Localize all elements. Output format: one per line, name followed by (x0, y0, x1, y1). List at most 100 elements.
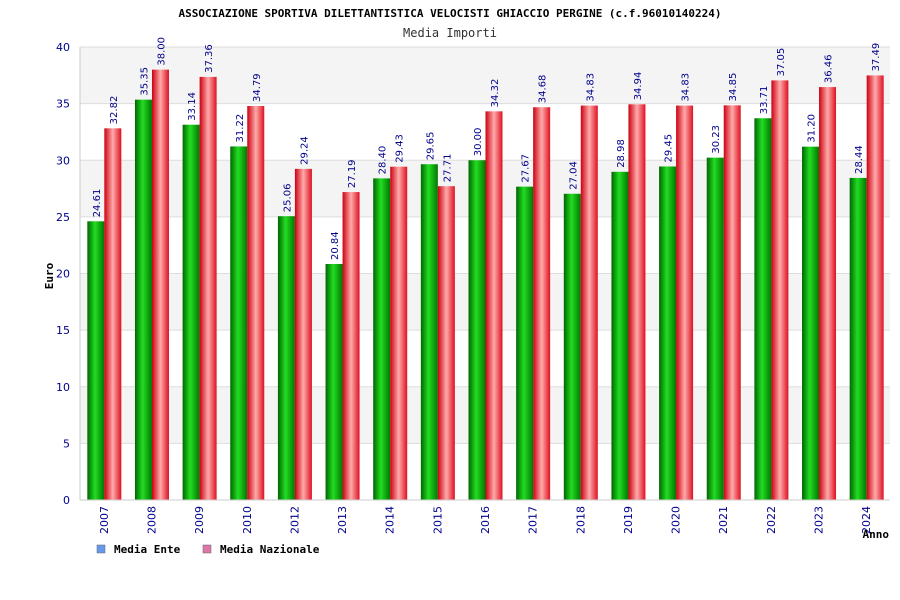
y-tick-label: 10 (56, 381, 70, 394)
bar-media-ente (802, 146, 820, 500)
bar-value-label: 24.61 (92, 189, 103, 218)
y-tick-label: 30 (56, 154, 70, 167)
chart-subtitle: Media Importi (403, 26, 497, 40)
x-tick-label: 2016 (479, 506, 492, 534)
bar-media-nazionale (151, 69, 169, 501)
legend: Media Ente Media Nazionale (96, 543, 320, 556)
bar-media-nazionale (676, 105, 694, 501)
bar-value-label: 28.98 (616, 139, 627, 168)
bar-media-ente (754, 118, 772, 500)
bar-media-nazionale (533, 107, 551, 501)
bar-media-ente (563, 193, 581, 500)
x-tick-label: 2014 (384, 506, 397, 534)
bar-value-label: 34.94 (633, 72, 644, 101)
bar-media-nazionale (104, 128, 122, 500)
x-tick-label: 2018 (574, 506, 587, 534)
bar-media-ente (182, 124, 200, 500)
bar-media-nazionale (771, 80, 789, 500)
bar-value-label: 33.14 (187, 92, 198, 121)
bar-media-ente (706, 157, 724, 500)
x-ticks: 2007 2008 2009 2010 2012 2013 2014 2015 2016 2017… (98, 506, 873, 534)
x-tick-label: 2022 (765, 506, 778, 534)
bar-media-nazionale (247, 106, 265, 501)
x-tick-label: 2007 (98, 506, 111, 534)
bar-value-label: 29.24 (299, 136, 310, 165)
bar-value-label: 29.45 (664, 134, 675, 163)
x-tick-label: 2013 (336, 506, 349, 534)
x-tick-label: 2019 (622, 506, 635, 534)
y-tick-label: 40 (56, 41, 70, 54)
bar-media-nazionale (628, 104, 646, 500)
bar-media-nazionale (723, 105, 741, 500)
bar-value-label: 34.32 (490, 79, 501, 108)
bar-media-nazionale (294, 168, 312, 500)
bar-media-nazionale (437, 186, 455, 500)
bar-value-label: 37.05 (776, 48, 787, 77)
x-axis-label: Anno (863, 528, 890, 541)
bar-media-nazionale (819, 87, 837, 500)
bar-value-label: 27.71 (442, 154, 453, 183)
bar-value-label: 27.67 (521, 154, 532, 183)
y-tick-label: 15 (56, 324, 70, 337)
legend-swatch (96, 544, 106, 554)
x-tick-label: 2012 (288, 506, 301, 534)
bar-value-label: 29.65 (425, 132, 436, 161)
bar-value-label: 37.36 (204, 44, 215, 73)
bar-value-label: 28.40 (378, 146, 389, 175)
bar-media-ente (230, 146, 248, 500)
chart-title: ASSOCIAZIONE SPORTIVA DILETTANTISTICA VE… (178, 7, 721, 20)
bar-media-ente (420, 164, 438, 500)
y-tick-label: 25 (56, 211, 70, 224)
x-tick-label: 2010 (241, 506, 254, 534)
bar-media-nazionale (866, 75, 884, 500)
bar-value-label: 34.68 (538, 75, 549, 104)
bar-value-label: 20.84 (330, 231, 341, 260)
bar-media-ente (134, 99, 152, 500)
y-tick-label: 5 (63, 437, 70, 450)
bar-value-label: 38.00 (156, 37, 167, 66)
bar-media-ente (277, 216, 295, 500)
bar-value-label: 34.83 (585, 73, 596, 102)
bar-value-label: 29.43 (395, 134, 406, 163)
bar-value-label: 25.06 (282, 184, 293, 213)
x-tick-label: 2017 (527, 506, 540, 534)
x-tick-label: 2023 (813, 506, 826, 534)
bar-value-label: 28.44 (854, 145, 865, 174)
bar-value-label: 36.46 (824, 54, 835, 83)
x-tick-label: 2015 (431, 506, 444, 534)
bar-value-label: 34.79 (252, 73, 263, 102)
bar-value-label: 34.85 (728, 73, 739, 102)
legend-label: Media Ente (114, 543, 181, 556)
x-tick-label: 2021 (717, 506, 730, 534)
bar-media-ente (516, 186, 534, 500)
x-tick-label: 2008 (145, 506, 158, 534)
bar-media-nazionale (485, 111, 503, 501)
bar-media-nazionale (199, 76, 217, 500)
y-ticks: 0 5 10 15 20 25 30 35 40 (56, 41, 70, 507)
bar-value-label: 33.71 (759, 86, 770, 115)
bar-value-label: 37.49 (871, 43, 882, 72)
bar-media-ente (849, 177, 867, 501)
bar-value-label: 34.83 (681, 73, 692, 102)
y-tick-label: 0 (63, 494, 70, 507)
bar-value-label: 30.00 (473, 128, 484, 157)
bar-media-nazionale (580, 105, 598, 501)
bar-media-ente (468, 160, 486, 500)
bar-media-nazionale (390, 166, 408, 500)
x-tick-label: 2009 (193, 506, 206, 534)
bar-value-label: 27.04 (568, 161, 579, 190)
x-tick-label: 2020 (670, 506, 683, 534)
bar-media-ente (87, 221, 105, 500)
legend-label: Media Nazionale (220, 543, 320, 556)
bar-value-label: 31.22 (235, 114, 246, 143)
bar-value-label: 35.35 (139, 67, 150, 96)
y-tick-label: 20 (56, 268, 70, 281)
bar-value-label: 30.23 (711, 125, 722, 154)
bar-media-ente (373, 178, 391, 500)
bar-media-nazionale (342, 192, 360, 501)
x-tick-label: 2024 (860, 506, 873, 534)
bar-value-label: 27.19 (347, 159, 358, 188)
bar-value-label: 32.82 (109, 96, 120, 125)
bar-media-ente (659, 166, 677, 500)
